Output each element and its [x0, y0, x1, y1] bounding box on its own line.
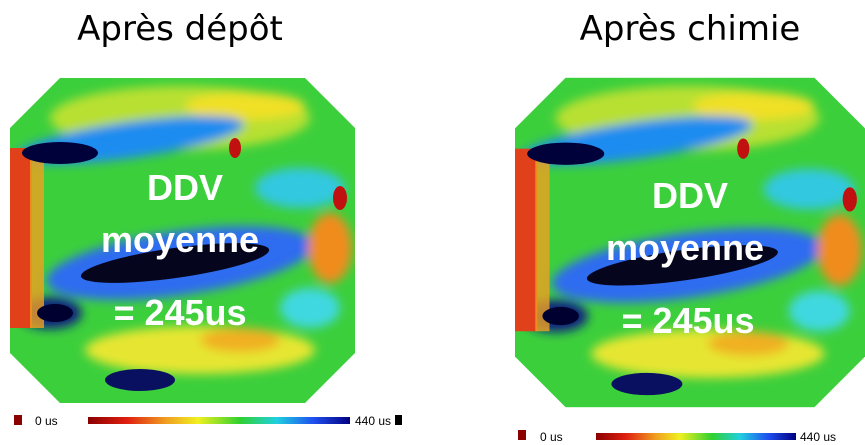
scale-max: 440 us: [800, 430, 836, 444]
scale-min-swatch: [14, 415, 22, 425]
overlay-text: DDV: [147, 167, 223, 208]
overlay-text: DDV: [652, 175, 728, 216]
colorbar: [596, 433, 796, 440]
scale-min: 0 us: [35, 414, 58, 428]
overlay-text: = 245us: [621, 300, 754, 341]
colorbar: [88, 417, 350, 424]
panel-title: Après chimie: [580, 9, 801, 49]
panel-left: Après dépôt DDV moyenne = 245us 0 us 440…: [10, 9, 402, 428]
overlay-text: moyenne: [101, 219, 259, 260]
panel-right: Après chimie DDV moyenne = 245us 0 us 44…: [515, 9, 865, 444]
panel-title: Après dépôt: [77, 9, 283, 49]
scale-min: 0 us: [540, 430, 563, 444]
scale-min-swatch: [518, 430, 526, 440]
scale-max-swatch: [395, 415, 402, 425]
scale-max: 440 us: [355, 414, 391, 428]
overlay-text: = 245us: [113, 292, 246, 333]
overlay-text: moyenne: [606, 227, 764, 268]
